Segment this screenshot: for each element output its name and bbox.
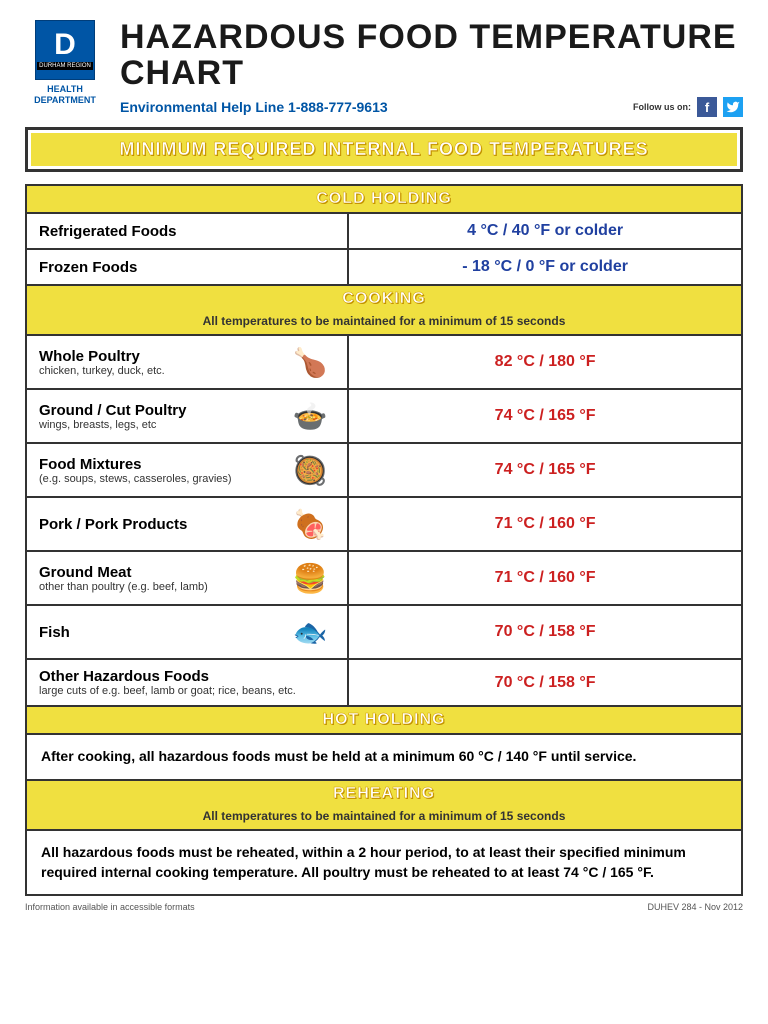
follow-label: Follow us on: [633, 102, 691, 112]
logo-region: DURHAM REGION [37, 62, 93, 70]
banner-box: MINIMUM REQUIRED INTERNAL FOOD TEMPERATU… [25, 127, 743, 172]
temp-value: 71 °C / 160 °F [348, 497, 742, 551]
pork-icon: 🍖 [285, 506, 335, 542]
table-row: Food Mixtures(e.g. soups, stews, cassero… [26, 443, 742, 497]
helpline-text: Environmental Help Line 1-888-777-9613 [120, 99, 388, 115]
logo-block: D DURHAM REGION HEALTH DEPARTMENT [25, 20, 105, 106]
table-row: Ground Meatother than poultry (e.g. beef… [26, 551, 742, 605]
logo-department: HEALTH DEPARTMENT [25, 84, 105, 106]
table-row: Other Hazardous Foodslarge cuts of e.g. … [26, 659, 742, 706]
temp-value: 74 °C / 165 °F [348, 389, 742, 443]
temp-value: 74 °C / 165 °F [348, 443, 742, 497]
food-name: Ground / Cut Poultry [39, 402, 275, 419]
section-cooking-sub: All temperatures to be maintained for a … [27, 312, 741, 334]
food-name: Pork / Pork Products [39, 516, 275, 533]
temp-value: 70 °C / 158 °F [348, 659, 742, 706]
stew-icon: 🥘 [285, 452, 335, 488]
table-row: Frozen Foods - 18 °C / 0 °F or colder [26, 249, 742, 285]
section-cold-header: COLD HOLDING [26, 185, 742, 213]
footer-left: Information available in accessible form… [25, 902, 195, 912]
table-row: Whole Poultrychicken, turkey, duck, etc.… [26, 335, 742, 389]
reheat-note: All hazardous foods must be reheated, wi… [26, 830, 742, 895]
temp-value: 70 °C / 158 °F [348, 605, 742, 659]
food-sub: other than poultry (e.g. beef, lamb) [39, 581, 275, 593]
follow-block: Follow us on: f [633, 97, 743, 117]
food-sub: large cuts of e.g. beef, lamb or goat; r… [39, 685, 335, 697]
footer-right: DUHEV 284 - Nov 2012 [647, 902, 743, 912]
section-reheat-header: REHEATING [27, 781, 741, 807]
logo-letter: D [54, 30, 76, 60]
page-title: HAZARDOUS FOOD TEMPERATURE CHART [120, 20, 743, 91]
food-sub: (e.g. soups, stews, casseroles, gravies) [39, 473, 275, 485]
temp-value: - 18 °C / 0 °F or colder [348, 249, 742, 285]
logo-icon: D DURHAM REGION [35, 20, 95, 80]
temp-value: 71 °C / 160 °F [348, 551, 742, 605]
header: D DURHAM REGION HEALTH DEPARTMENT HAZARD… [25, 20, 743, 117]
temp-value: 4 °C / 40 °F or colder [348, 213, 742, 249]
food-sub: chicken, turkey, duck, etc. [39, 365, 275, 377]
table-row: Refrigerated Foods 4 °C / 40 °F or colde… [26, 213, 742, 249]
poultry-icon: 🍗 [285, 344, 335, 380]
food-name: Ground Meat [39, 564, 275, 581]
fish-icon: 🐟 [285, 614, 335, 650]
section-reheat-sub: All temperatures to be maintained for a … [27, 807, 741, 829]
title-block: HAZARDOUS FOOD TEMPERATURE CHART Environ… [120, 20, 743, 117]
twitter-icon[interactable] [723, 97, 743, 117]
table-row: Pork / Pork Products 🍖 71 °C / 160 °F [26, 497, 742, 551]
pot-icon: 🍲 [285, 398, 335, 434]
temp-value: 82 °C / 180 °F [348, 335, 742, 389]
food-name: Fish [39, 624, 275, 641]
banner-title: MINIMUM REQUIRED INTERNAL FOOD TEMPERATU… [31, 133, 737, 166]
food-name: Whole Poultry [39, 348, 275, 365]
table-row: Fish 🐟 70 °C / 158 °F [26, 605, 742, 659]
food-name: Other Hazardous Foods [39, 668, 335, 685]
food-name: Frozen Foods [39, 259, 335, 276]
facebook-icon[interactable]: f [697, 97, 717, 117]
temperature-table: COLD HOLDING Refrigerated Foods 4 °C / 4… [25, 184, 743, 896]
section-cooking-header: COOKING [27, 286, 741, 312]
hot-note: After cooking, all hazardous foods must … [26, 734, 742, 780]
table-row: Ground / Cut Poultrywings, breasts, legs… [26, 389, 742, 443]
food-sub: wings, breasts, legs, etc [39, 419, 275, 431]
footer: Information available in accessible form… [25, 902, 743, 912]
food-name: Refrigerated Foods [39, 223, 335, 240]
burger-icon: 🍔 [285, 560, 335, 596]
section-hot-header: HOT HOLDING [26, 706, 742, 734]
food-name: Food Mixtures [39, 456, 275, 473]
